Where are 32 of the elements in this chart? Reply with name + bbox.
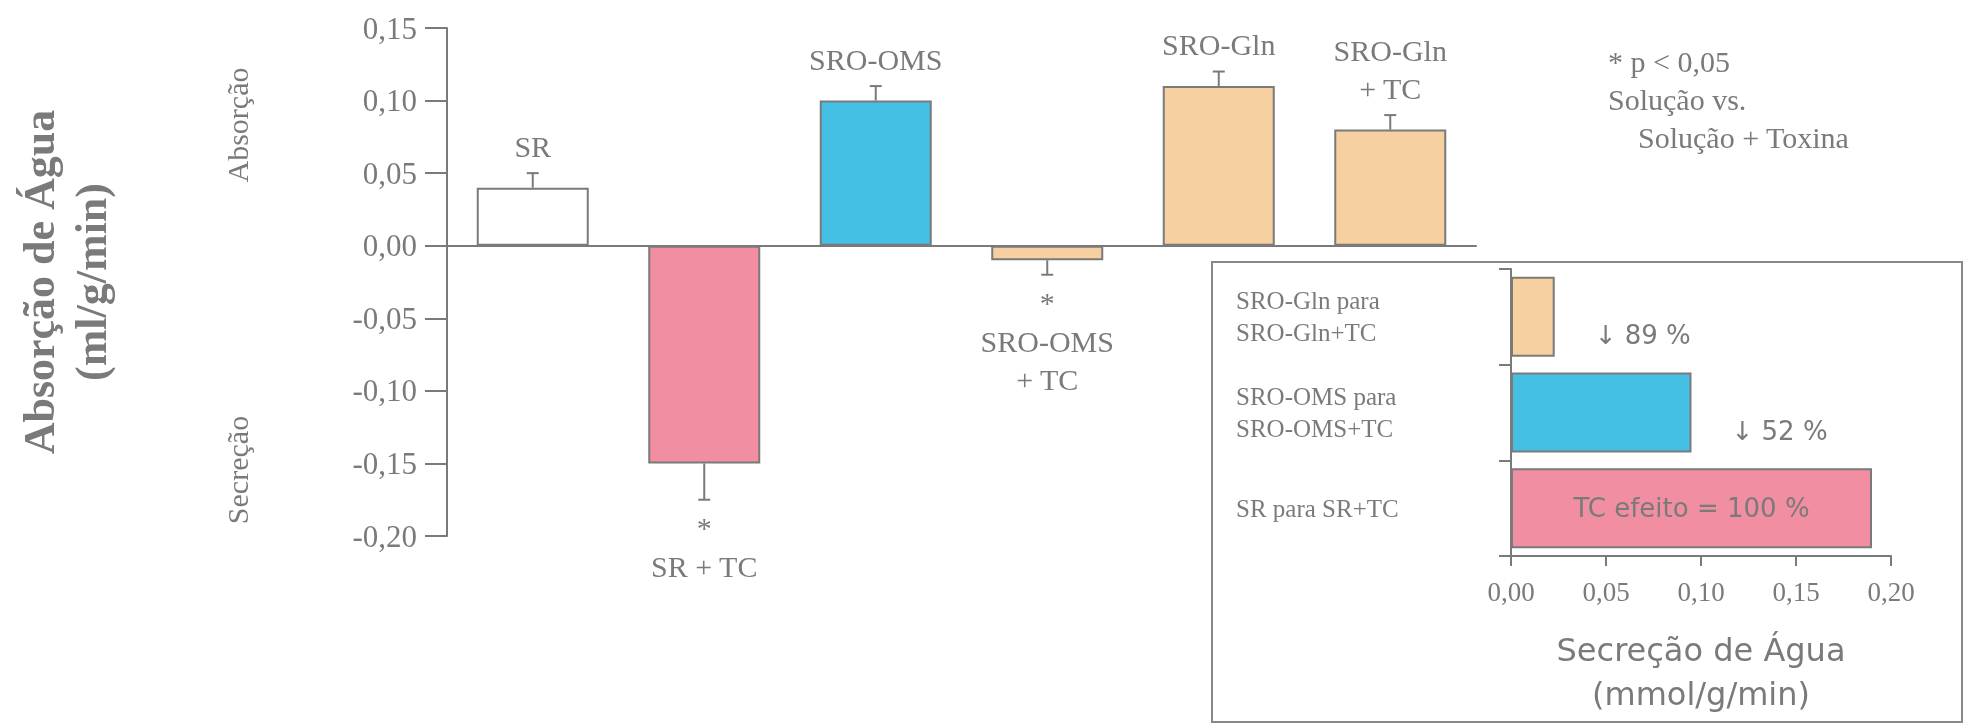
x-tick-label: 0,05 <box>1582 576 1630 607</box>
annotation: * <box>1039 286 1055 320</box>
text: Secreção <box>220 415 254 525</box>
annotation: ↓ 89 % <box>1594 319 1691 350</box>
x-tick-label: SR + TC <box>651 550 758 584</box>
x-tick-label: 0,10 <box>1677 576 1725 607</box>
y-tick-label: -0,05 <box>352 300 417 336</box>
annotation: TC efeito = 100 % <box>1572 493 1810 524</box>
y-tick-label: 0,00 <box>362 228 417 264</box>
text: * p < 0,05 Solução vs. Solução + Toxina <box>1608 44 1849 154</box>
y-axis-title: Absorção de Água (ml/g/min) <box>14 109 116 455</box>
y-tick-label: 0,05 <box>362 155 417 191</box>
x-tick-label: 0,00 <box>1487 576 1535 607</box>
y-tick-label: SR para SR+TC <box>1236 494 1399 522</box>
y-tick-label: -0,10 <box>352 373 417 409</box>
x-tick-label: SRO-OMS <box>809 42 943 76</box>
annotation: * <box>696 511 712 545</box>
x-tick-label: 0,20 <box>1867 576 1915 607</box>
y-tick-label: SRO-OMS para SRO-OMS+TC <box>1236 383 1397 442</box>
y-tick-label: 0,15 <box>362 10 417 46</box>
x-tick-label: SRO-Gln + TC <box>1333 33 1447 105</box>
x-axis-title: Secreção de Água (mmol/g/min) <box>1556 631 1846 713</box>
y-tick-label: -0,15 <box>352 445 417 481</box>
x-tick-label: SR <box>514 129 552 163</box>
x-tick-label: 0,15 <box>1772 576 1820 607</box>
x-tick-label: SRO-Gln <box>1162 28 1276 62</box>
y-tick-label: 0,10 <box>362 83 417 119</box>
annotation: ↓ 52 % <box>1731 415 1828 446</box>
y-tick-label: -0,20 <box>352 518 417 554</box>
y-tick-label: SRO-Gln para SRO-Gln+TC <box>1236 287 1380 347</box>
text: Absorção <box>220 67 254 183</box>
x-tick-label: SRO-OMS + TC <box>980 325 1114 397</box>
